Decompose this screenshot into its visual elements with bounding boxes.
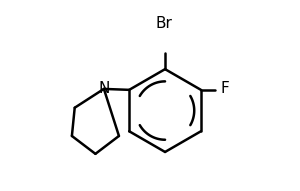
Text: Br: Br: [156, 15, 172, 31]
Text: N: N: [98, 81, 110, 96]
Text: F: F: [220, 81, 229, 96]
